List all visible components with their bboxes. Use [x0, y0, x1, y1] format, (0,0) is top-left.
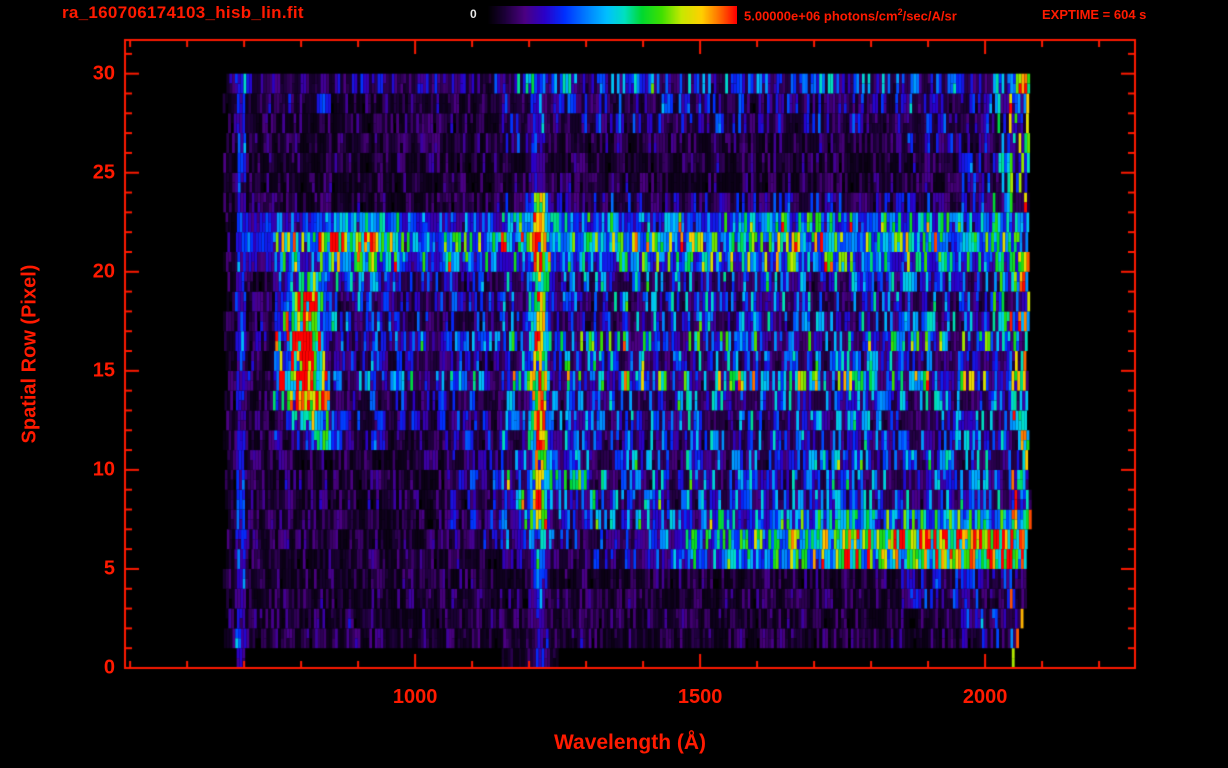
y-tick-label: 30: [92, 62, 115, 85]
colorbar-max-label-base: 5.00000e+06 photons/cm: [744, 8, 898, 24]
y-tick-label: 10: [92, 458, 115, 481]
x-tick-label: 2000: [962, 686, 1008, 708]
x-tick-label: 1500: [677, 686, 723, 708]
colorbar-max-label-sup: 2: [897, 7, 903, 17]
colorbar: [487, 6, 737, 24]
colorbar-max-label: 5.00000e+06 photons/cm2/sec/A/sr: [744, 7, 957, 23]
x-tick-label: 1000: [392, 686, 438, 708]
x-axis-title: Wavelength (Å): [553, 731, 707, 754]
y-axis-title: Spatial Row (Pixel): [18, 264, 41, 444]
page-title: ra_160706174103_hisb_lin.fit: [62, 3, 304, 22]
colorbar-min-label: 0: [470, 7, 477, 21]
colorbar-max-label-rest: /sec/A/sr: [902, 8, 957, 24]
y-tick-label: 0: [103, 656, 115, 679]
exptime-label: EXPTIME = 604 s: [1042, 7, 1147, 22]
y-tick-label: 5: [103, 557, 115, 580]
y-tick-label: 15: [92, 359, 115, 382]
y-tick-label: 25: [92, 161, 115, 184]
y-tick-label: 20: [92, 260, 115, 283]
